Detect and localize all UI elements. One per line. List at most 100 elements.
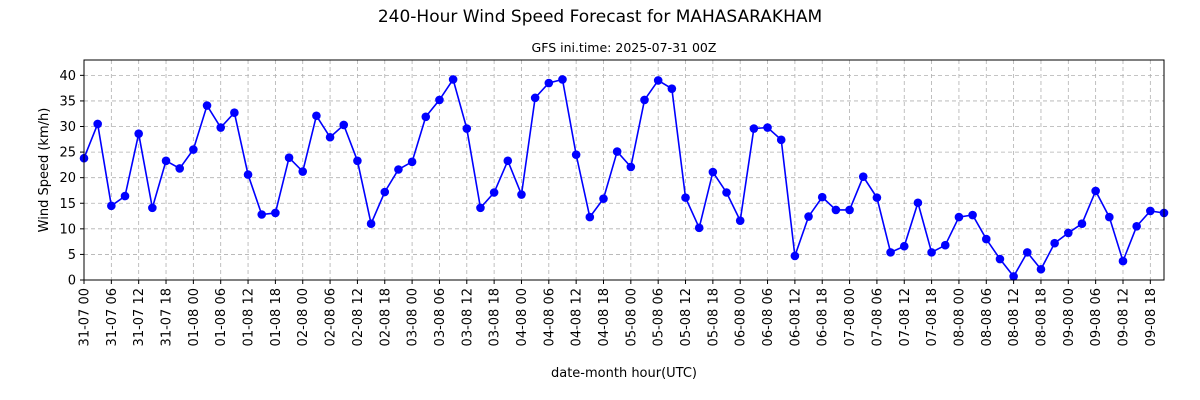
data-point xyxy=(913,198,923,208)
data-point xyxy=(243,170,253,179)
x-tick-label: 09-08 06 xyxy=(1089,288,1104,346)
data-point xyxy=(1118,256,1128,266)
data-point xyxy=(722,188,731,197)
data-point xyxy=(1050,238,1059,248)
data-point xyxy=(189,145,198,154)
x-tick-label: 03-08 00 xyxy=(406,288,421,346)
chart-title: 240-Hour Wind Speed Forecast for MAHASAR… xyxy=(378,7,822,27)
x-tick-label: 01-08 12 xyxy=(242,288,257,346)
data-point xyxy=(107,201,116,211)
data-point xyxy=(735,216,745,225)
x-tick-label: 07-08 06 xyxy=(870,288,885,346)
data-point xyxy=(120,191,130,201)
x-tick-label: 01-08 06 xyxy=(214,288,229,346)
x-tick-label: 05-08 12 xyxy=(679,288,694,346)
x-tick-label: 01-08 18 xyxy=(269,288,284,346)
x-tick-label: 02-08 06 xyxy=(324,288,339,346)
data-point xyxy=(1022,248,1032,257)
data-point xyxy=(1036,264,1046,274)
x-tick-label: 08-08 12 xyxy=(1007,288,1022,346)
data-point xyxy=(831,205,841,215)
data-point xyxy=(284,153,294,163)
y-tick-label: 0 xyxy=(68,274,76,289)
data-point xyxy=(886,248,895,257)
data-point xyxy=(626,162,636,172)
x-tick-label: 01-08 00 xyxy=(187,288,202,346)
x-tick-label: 07-08 18 xyxy=(925,288,940,346)
data-point xyxy=(858,172,868,181)
data-point xyxy=(298,167,308,176)
y-tick-label: 10 xyxy=(59,222,76,237)
y-tick-label: 20 xyxy=(59,171,76,186)
x-tick-label: 02-08 12 xyxy=(351,288,366,346)
data-point xyxy=(940,240,950,250)
data-point xyxy=(776,135,786,145)
data-point xyxy=(790,251,800,261)
data-point xyxy=(421,112,431,122)
x-tick-label: 06-08 06 xyxy=(761,288,776,346)
y-axis-label: Wind Speed (km/h) xyxy=(37,108,52,233)
data-point xyxy=(353,156,362,166)
data-point xyxy=(394,165,403,174)
x-tick-label: 08-08 18 xyxy=(1034,288,1049,346)
data-point xyxy=(599,194,608,203)
data-point xyxy=(845,205,854,215)
y-tick-label: 35 xyxy=(59,94,76,109)
data-point xyxy=(216,123,226,132)
data-point xyxy=(339,120,349,130)
x-tick-label: 03-08 18 xyxy=(488,288,503,346)
x-tick-label: 03-08 12 xyxy=(460,288,475,346)
wind-speed-series xyxy=(79,75,1169,281)
x-tick-label: 06-08 00 xyxy=(734,288,749,346)
data-point xyxy=(694,223,704,233)
x-tick-label: 06-08 18 xyxy=(816,288,831,346)
x-axis-label: date-month hour(UTC) xyxy=(551,366,697,381)
data-point xyxy=(503,156,513,166)
data-point xyxy=(640,95,649,105)
data-point xyxy=(899,241,909,251)
x-tick-label: 31-07 00 xyxy=(78,288,93,346)
data-point xyxy=(1077,219,1087,229)
data-point xyxy=(968,210,977,220)
data-point xyxy=(763,123,772,132)
data-point xyxy=(517,190,526,199)
x-tick-label: 05-08 06 xyxy=(652,288,667,346)
data-point xyxy=(134,129,143,138)
x-tick-label: 31-07 06 xyxy=(105,288,120,346)
y-tick-label: 5 xyxy=(68,248,76,263)
data-point xyxy=(312,111,321,121)
data-point xyxy=(708,167,718,177)
data-point xyxy=(571,150,581,159)
data-point xyxy=(175,164,184,173)
grid-lines xyxy=(83,60,1164,281)
data-point xyxy=(271,208,280,218)
data-point xyxy=(407,157,417,167)
x-tick-label: 09-08 00 xyxy=(1062,288,1077,346)
data-point xyxy=(1091,186,1100,196)
axes: 0 5 10 15 20 25 30 35 40 31-07 00 31-07 06 31-07 12… xyxy=(59,69,1158,347)
data-point xyxy=(995,254,1005,264)
data-point xyxy=(366,219,376,229)
data-point xyxy=(927,248,936,257)
data-point xyxy=(749,124,759,133)
x-tick-label: 04-08 00 xyxy=(515,288,530,346)
data-point xyxy=(1146,206,1155,216)
data-point xyxy=(653,76,663,85)
y-tick-label: 30 xyxy=(59,120,76,135)
data-point xyxy=(93,119,102,129)
data-point xyxy=(804,212,813,221)
x-tick-label: 06-08 12 xyxy=(788,288,803,346)
data-point xyxy=(230,108,239,117)
x-tick-label: 07-08 00 xyxy=(843,288,858,346)
data-point xyxy=(148,203,157,213)
chart-subtitle: GFS ini.time: 2025-07-31 00Z xyxy=(532,40,717,55)
y-tick-label: 40 xyxy=(59,69,76,84)
data-point xyxy=(872,193,882,202)
x-tick-label: 31-07 18 xyxy=(160,288,175,346)
data-point xyxy=(257,210,267,219)
data-point xyxy=(817,192,827,202)
x-tick-label: 04-08 06 xyxy=(542,288,557,346)
data-point xyxy=(448,75,458,84)
data-point xyxy=(161,156,171,166)
